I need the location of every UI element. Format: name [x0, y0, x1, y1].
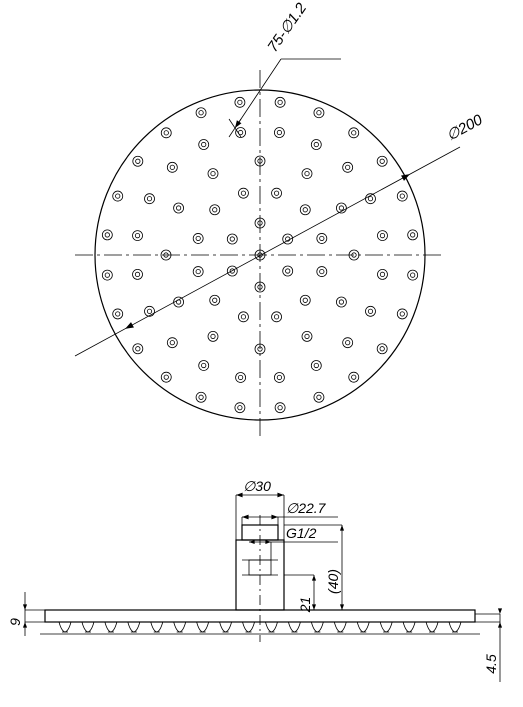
nozzle-hole	[235, 97, 245, 107]
nozzle-hole	[208, 331, 218, 341]
nozzle-hole	[161, 128, 171, 138]
nozzle-hole	[227, 234, 237, 244]
nozzle-hole	[145, 194, 155, 204]
nozzle-hole	[311, 140, 321, 150]
nozzle-hole	[133, 269, 143, 279]
nozzle-hole	[210, 205, 220, 215]
nozzle-side	[174, 622, 186, 632]
nozzle-hole	[208, 169, 218, 179]
nozzle-hole	[317, 233, 327, 243]
nozzle-side	[426, 622, 438, 632]
nozzle-hole	[272, 312, 282, 322]
nozzle-hole	[193, 267, 203, 277]
nozzle-side	[449, 622, 461, 632]
nozzle-side	[105, 622, 117, 632]
nozzle-hole	[193, 233, 203, 243]
nozzle-hole	[133, 344, 143, 354]
nozzle-hole	[377, 269, 387, 279]
nozzle-hole	[275, 403, 285, 413]
nozzle-hole	[235, 403, 245, 413]
nozzle-hole	[196, 108, 206, 118]
nozzle-hole	[196, 392, 206, 402]
nozzle-hole	[238, 312, 248, 322]
nozzle-hole	[377, 344, 387, 354]
nozzle-hole	[199, 360, 209, 370]
dim-g12: G1/2	[286, 525, 317, 541]
nozzle-hole	[397, 309, 407, 319]
nozzle-hole	[113, 309, 123, 319]
nozzle-side	[82, 622, 94, 632]
nozzle-hole	[133, 156, 143, 166]
nozzle-side	[59, 622, 71, 632]
nozzle-hole	[210, 295, 220, 305]
nozzle-hole	[300, 295, 310, 305]
nozzle-hole	[408, 230, 418, 240]
nozzle-hole	[238, 188, 248, 198]
nozzle-hole	[317, 267, 327, 277]
nozzle-hole	[283, 266, 293, 276]
nozzle-hole	[275, 97, 285, 107]
nozzle-side	[151, 622, 163, 632]
nozzle-hole	[302, 331, 312, 341]
nozzle-side	[243, 622, 255, 632]
nozzle-hole	[365, 306, 375, 316]
dim-9: 9	[7, 618, 23, 626]
dim-21: 21	[297, 597, 313, 614]
nozzle-side	[128, 622, 140, 632]
nozzle-hole	[199, 140, 209, 150]
diameter-leader	[75, 147, 460, 356]
dim-holes: 75-∅1.2	[264, 0, 310, 55]
nozzle-hole	[272, 188, 282, 198]
nozzle-hole	[167, 162, 177, 172]
nozzle-hole	[336, 297, 346, 307]
nozzle-hole	[377, 156, 387, 166]
nozzle-hole	[349, 372, 359, 382]
nozzle-hole	[377, 231, 387, 241]
nozzle-side	[357, 622, 369, 632]
nozzle-side	[334, 622, 346, 632]
nozzle-hole	[102, 230, 112, 240]
nozzle-hole	[274, 372, 284, 382]
nozzle-hole	[397, 191, 407, 201]
dim-d22-7: ∅22.7	[286, 500, 327, 516]
nozzle-side	[403, 622, 415, 632]
nozzle-hole	[408, 270, 418, 280]
nozzle-hole	[349, 128, 359, 138]
nozzle-hole	[174, 203, 184, 213]
hole-leader	[235, 59, 281, 128]
dim-d30: ∅30	[243, 478, 271, 494]
nozzle-hole	[311, 360, 321, 370]
nozzle-hole	[113, 191, 123, 201]
nozzle-hole	[314, 392, 324, 402]
nozzle-hole	[236, 372, 246, 382]
nozzle-side	[197, 622, 209, 632]
nozzle-side	[311, 622, 323, 632]
dim-4-5: 4.5	[483, 654, 499, 674]
nozzle-hole	[102, 270, 112, 280]
dim-40: (40)	[325, 569, 341, 594]
nozzle-side	[220, 622, 232, 632]
nozzle-hole	[300, 205, 310, 215]
dim-d200: ∅200	[444, 111, 486, 144]
nozzle-side	[288, 622, 300, 632]
nozzle-hole	[343, 162, 353, 172]
nozzle-hole	[133, 231, 143, 241]
nozzle-hole	[167, 338, 177, 348]
nozzle-hole	[274, 128, 284, 138]
nozzle-hole	[145, 306, 155, 316]
nozzle-hole	[343, 338, 353, 348]
nozzle-hole	[314, 108, 324, 118]
nozzle-hole	[161, 372, 171, 382]
nozzle-side	[380, 622, 392, 632]
nozzle-hole	[302, 169, 312, 179]
nozzle-side	[265, 622, 277, 632]
